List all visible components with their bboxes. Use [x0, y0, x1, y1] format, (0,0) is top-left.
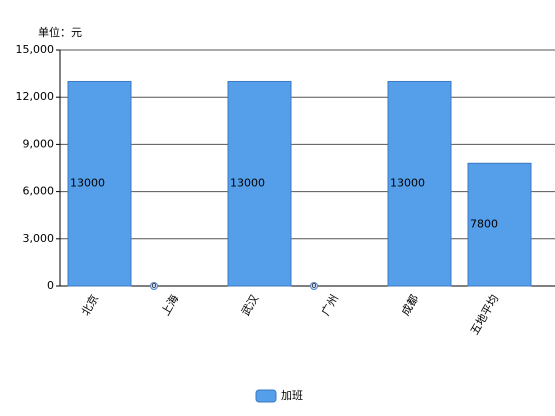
x-tick-label: 五地平均: [468, 293, 501, 338]
zero-marker: [310, 282, 318, 290]
data-label: 0: [312, 282, 316, 290]
x-tick-label: 武汉: [239, 293, 261, 319]
x-tick-label: 成都: [399, 293, 421, 319]
zero-marker: [150, 282, 158, 290]
data-label: 13000: [230, 177, 265, 190]
data-label: 7800: [470, 218, 498, 231]
bar: [67, 80, 132, 287]
data-label: 0: [152, 282, 156, 290]
x-tick-label: 上海: [158, 292, 181, 318]
data-label: 13000: [390, 177, 425, 190]
unit-label: 单位：元: [38, 25, 82, 39]
bar: [467, 162, 532, 287]
y-tick-label: 12,000: [16, 90, 55, 103]
legend-label: 加班: [281, 389, 303, 402]
x-tick-label: 北京: [78, 292, 101, 318]
y-tick-label: 0: [47, 279, 54, 292]
bar: [387, 80, 452, 287]
y-tick-label: 3,000: [23, 232, 55, 245]
y-tick-label: 9,000: [23, 137, 55, 150]
bar: [227, 80, 292, 287]
x-tick-label: 广州: [319, 293, 341, 319]
legend-swatch: [255, 389, 277, 403]
y-tick-label: 6,000: [23, 185, 55, 198]
y-tick-label: 15,000: [16, 43, 55, 56]
data-label: 13000: [70, 177, 105, 190]
